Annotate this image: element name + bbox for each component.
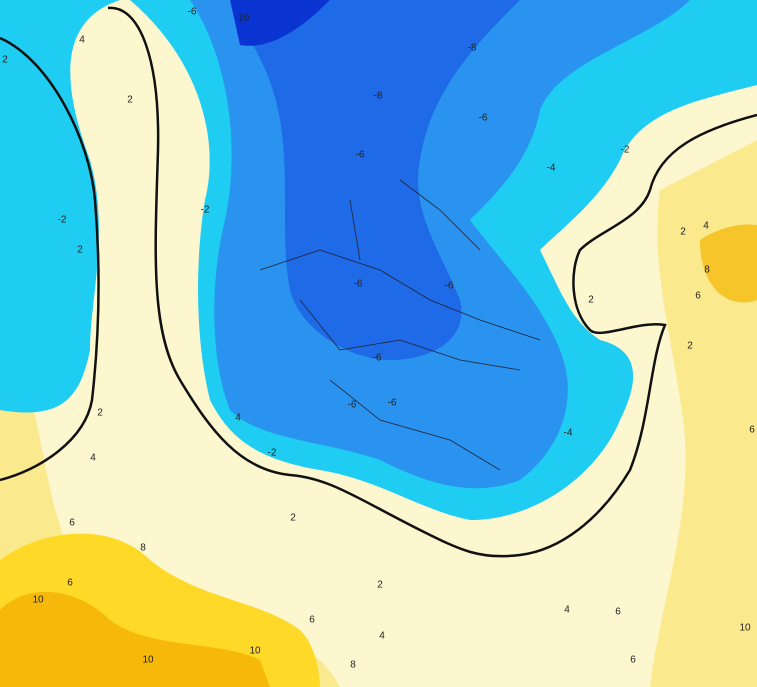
contour-label: 2 — [97, 408, 103, 419]
contour-label: 8 — [350, 660, 356, 671]
contour-label: 4 — [90, 453, 96, 464]
contour-label: 8 — [140, 543, 146, 554]
contour-label: 6 — [69, 518, 75, 529]
contour-label: -4 — [547, 163, 556, 174]
coldest-region — [230, 0, 520, 360]
cold-atlantic — [0, 0, 120, 413]
hot-core — [0, 591, 270, 687]
contour-label: -2 — [201, 205, 210, 216]
contour-label: 4 — [564, 605, 570, 616]
warm-east-core — [700, 224, 757, 303]
contour-label: 2 — [290, 513, 296, 524]
borders — [259, 179, 541, 471]
contour-label: 6 — [630, 655, 636, 666]
contour-label: 6 — [615, 607, 621, 618]
contour-label: -2 — [268, 448, 277, 459]
contour-label: -6 — [356, 150, 365, 161]
contour-labels: 2 4 -6 -10 -8 -8 -6 -2 -4 2 -6 -2 -2 2 4 2 8 6 2 -6 -6 2 -6 -6 -… — [2, 7, 755, 671]
contour-label: -6 — [445, 281, 454, 292]
contour-label: 10 — [739, 623, 751, 634]
contour-label: -10 — [235, 13, 250, 24]
contour-label: 6 — [67, 578, 73, 589]
contour-label: -4 — [564, 428, 573, 439]
contour-label: -6 — [479, 113, 488, 124]
contour-label: 10 — [142, 655, 154, 666]
contour-label: -2 — [58, 215, 67, 226]
contour-label: 8 — [704, 265, 710, 276]
contour-label: 4 — [79, 35, 85, 46]
contour-label: -6 — [354, 279, 363, 290]
contour-label: 2 — [687, 341, 693, 352]
contour-label: -2 — [621, 145, 630, 156]
contour-label: -6 — [188, 7, 197, 18]
contour-label: 2 — [2, 55, 8, 66]
contour-label: -8 — [374, 91, 383, 102]
contour-label: 4 — [703, 221, 709, 232]
contour-label: -6 — [388, 398, 397, 409]
contour-label: 10 — [32, 595, 44, 606]
contour-label: 2 — [77, 245, 83, 256]
contour-label: 2 — [377, 580, 383, 591]
contour-label: 2 — [127, 95, 133, 106]
contour-label: 2 — [680, 227, 686, 238]
contour-label: 10 — [249, 646, 261, 657]
zero-contour — [107, 6, 757, 558]
contour-label: 6 — [309, 615, 315, 626]
cold-core — [230, 0, 330, 46]
zero-contour-west — [0, 36, 100, 482]
contour-label: 6 — [749, 425, 755, 436]
contour-label: 2 — [588, 295, 594, 306]
contour-label: 4 — [235, 413, 241, 424]
contour-label: -6 — [373, 353, 382, 364]
contour-label: -6 — [348, 400, 357, 411]
contour-label: 4 — [379, 631, 385, 642]
contour-label: -8 — [468, 43, 477, 54]
contour-label: 6 — [695, 291, 701, 302]
